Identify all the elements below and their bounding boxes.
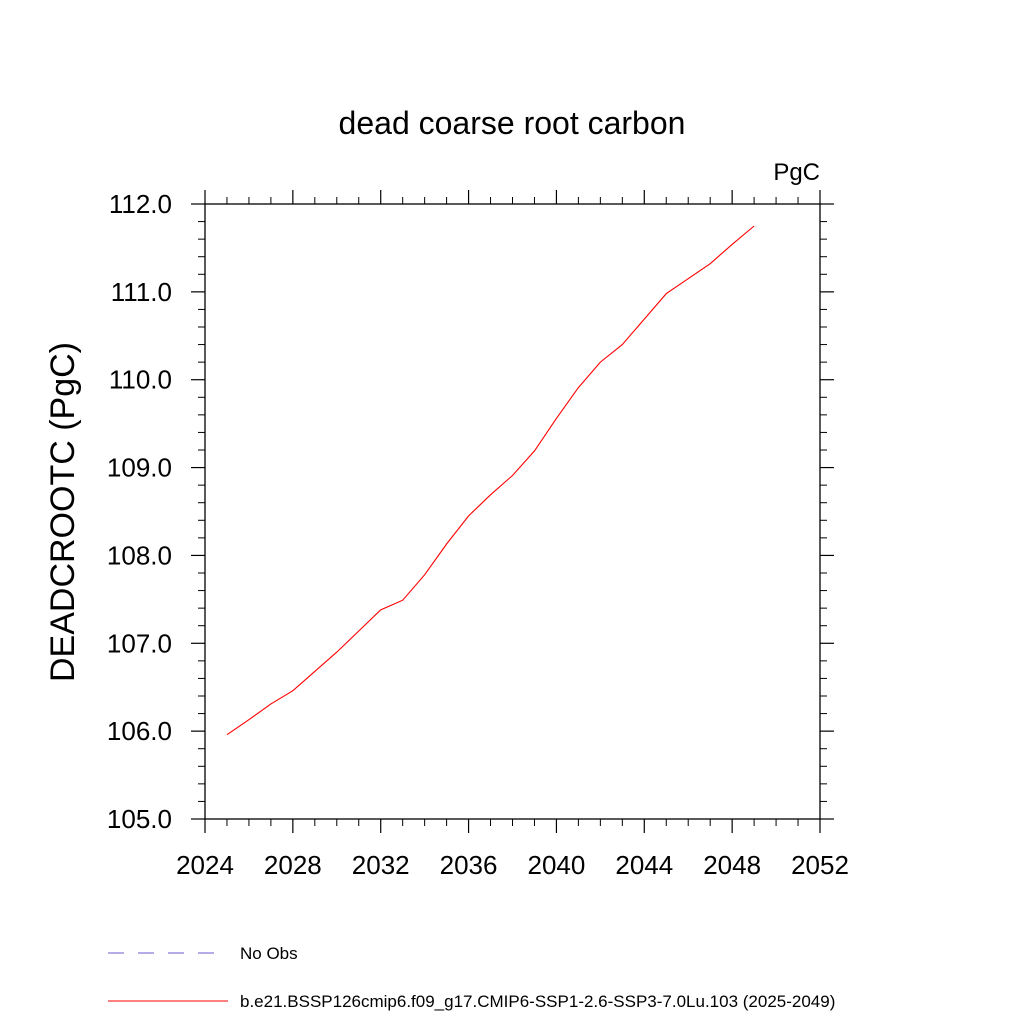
x-tick-label: 2036 (440, 850, 498, 880)
x-tick-label: 2028 (264, 850, 322, 880)
legend-label-no-obs: No Obs (240, 944, 298, 963)
x-tick-labels: 2024 2028 2032 2036 2040 2044 2048 2052 (176, 850, 849, 880)
y-tick-labels: 105.0 106.0 107.0 108.0 109.0 110.0 111.0 112.0 (107, 189, 172, 834)
y-tick-label: 112.0 (109, 189, 172, 219)
major-ticks (191, 190, 834, 833)
x-tick-label: 2044 (615, 850, 673, 880)
legend-label-model: b.e21.BSSP126cmip6.f09_g17.CMIP6-SSP1-2.… (240, 992, 835, 1011)
legend: No Obs b.e21.BSSP126cmip6.f09_g17.CMIP6-… (108, 944, 835, 1011)
x-tick-label: 2024 (176, 850, 234, 880)
y-tick-label: 111.0 (111, 277, 172, 307)
chart-title: dead coarse root carbon (339, 105, 686, 141)
x-tick-label: 2052 (791, 850, 849, 880)
y-tick-label: 107.0 (107, 628, 172, 658)
y-tick-label: 109.0 (107, 453, 172, 483)
minor-ticks (198, 197, 827, 826)
x-tick-label: 2048 (703, 850, 761, 880)
x-tick-label: 2032 (352, 850, 410, 880)
x-tick-label: 2040 (528, 850, 586, 880)
units-label: PgC (773, 159, 820, 186)
y-tick-label: 110.0 (109, 365, 172, 395)
y-tick-label: 105.0 (107, 804, 172, 834)
y-axis-label: DEADCROOTC (PgC) (44, 342, 82, 682)
plot-frame (204, 203, 821, 820)
y-tick-label: 108.0 (107, 540, 172, 570)
series-line (226, 225, 755, 736)
y-tick-label: 106.0 (107, 716, 172, 746)
series-layer (226, 225, 755, 736)
